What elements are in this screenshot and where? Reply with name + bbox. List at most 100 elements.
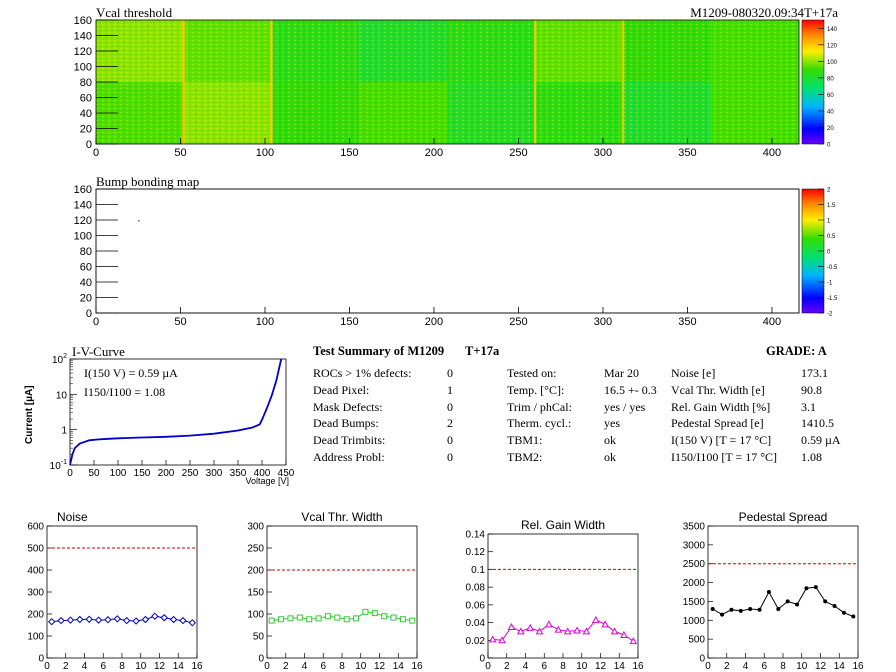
gain-width-x-tick-label: 14 [614,661,626,672]
pedestal-spread-y-tick-label: 3000 [683,540,706,551]
noise-point [76,615,84,624]
vcal-threshold-map [96,20,799,144]
noise-x-tick-label: 10 [135,661,147,672]
summary-label: Mask Defects: [313,399,383,414]
summary-label: TBM2: [507,450,543,464]
pedestal-spread-y-tick-label: 0 [699,654,705,665]
noise-point [66,616,75,624]
hot-column [182,20,185,144]
map-y-tick-label: 140 [74,200,92,212]
dead-bump-pixel [138,220,140,222]
pedestal-spread-y-tick-label: 1500 [683,597,706,608]
iv-plot-frame [69,358,287,466]
noise-point [47,617,56,626]
noise-y-tick-label: 400 [27,566,44,577]
noise-point [132,617,140,625]
vcal-width-point [343,616,350,623]
iv-x-tick-label: 400 [254,468,271,479]
gain-width-point [516,627,525,635]
grade-label: GRADE: A [766,344,827,358]
pedestal-spread-x-tick-label: 2 [724,661,730,672]
map-x-tick-label: 200 [425,316,443,328]
gain-width-y-tick-label: 0.1 [471,565,485,576]
gain-width-y-tick-label: 0 [479,654,485,665]
vcal-width-series-line [271,611,413,622]
scale-tick-label: -1.5 [827,296,838,302]
summary-value: Mar 20 [604,366,639,380]
pedestal-spread-x-tick-label: 6 [761,661,767,672]
vcal-width-y-tick-label: 0 [258,654,264,665]
summary-value: 3.1 [801,399,816,414]
summary-label: Vcal Thr. Width [e] [671,382,765,397]
map-x-tick-label: 200 [425,147,443,159]
vcal-width-point [287,615,294,622]
summary-label: TBM1: [507,433,543,448]
map-x-tick-label: 100 [256,147,274,159]
map-y-tick-label: 40 [80,108,92,120]
gain-width-y-tick-label: 0.12 [466,547,486,558]
scale-tick-label: 120 [827,43,838,49]
gain-width-x-tick-label: 4 [523,661,529,672]
pedestal-spread-x-tick-label: 14 [834,661,846,672]
summary-label: Trim / phCal: [507,399,572,414]
map-y-tick-label: 60 [80,93,92,105]
iv-x-tick-label: 150 [134,468,151,479]
vcal-width-point [381,613,388,620]
gain-width-point [545,620,553,628]
pedestal-spread-point [785,599,790,604]
map-y-tick-label: 0 [86,139,92,151]
map-x-tick-label: 50 [174,147,186,159]
noise-x-tick-label: 0 [44,661,50,672]
iv-y-tick-exponent: -1 [61,459,67,466]
summary-value: ok [604,450,616,464]
gain-width-point [488,635,497,643]
iv-x-tick-label: 0 [67,468,73,479]
map-x-tick-label: 300 [594,147,612,159]
noise-point [179,616,187,625]
summary-value: 0 [447,450,453,464]
scale-tick-label: 0 [827,250,831,256]
pedestal-spread-point [851,614,856,619]
vcal-width-y-tick-label: 300 [247,522,264,533]
gain-width-point [582,627,591,635]
map-y-tick-label: 160 [74,15,92,27]
pedestal-spread-y-tick-label: 2000 [683,578,706,589]
summary-value: 1.08 [801,450,822,464]
noise-point [57,616,65,625]
iv-y-tick-exponent: 2 [63,353,67,360]
summary-label: Dead Trimbits: [313,433,386,448]
vcal-width-point [371,610,378,617]
pedestal-spread-y-tick-label: 500 [688,635,705,646]
pedestal-spread-point [757,607,762,612]
pedestal-spread-point [729,607,734,612]
summary-label: Tested on: [507,366,557,380]
scale-tick-label: 2 [827,188,831,194]
iv-x-tick-label: 300 [206,468,223,479]
scale-tick-label: 0.5 [827,234,836,240]
noise-title: Noise [57,510,88,524]
gain-width-x-tick-label: 2 [504,661,510,672]
iv-x-axis-label: Voltage [V] [245,476,289,486]
summary-value: 0 [447,399,453,414]
map-y-tick-label: 60 [80,262,92,274]
map-x-tick-label: 350 [678,316,696,328]
summary-label: Address Probl: [313,450,385,464]
noise-y-tick-label: 500 [27,544,44,555]
pedestal-spread-series-line [712,586,854,617]
pedestal-spread-x-tick-label: 0 [705,661,711,672]
summary-value: yes / yes [604,399,646,414]
summary-value: 2 [447,416,453,431]
map-y-tick-label: 80 [80,246,92,258]
gain-width-y-tick-label: 0.02 [466,636,486,647]
pedestal-spread-point [720,612,725,617]
vcal-width-y-tick-label: 150 [247,588,264,599]
bump-map-title: Bump bonding map [96,174,199,189]
vcal-width-point [324,613,331,620]
gain-width-point [563,627,572,635]
scale-tick-label: 1.5 [827,203,836,209]
vcal-width-x-tick-label: 8 [339,661,345,672]
gain-width-point [526,623,535,631]
vcal-width-point [362,608,369,615]
vcal-width-point [353,615,360,622]
pedestal-spread-frame [707,525,859,659]
